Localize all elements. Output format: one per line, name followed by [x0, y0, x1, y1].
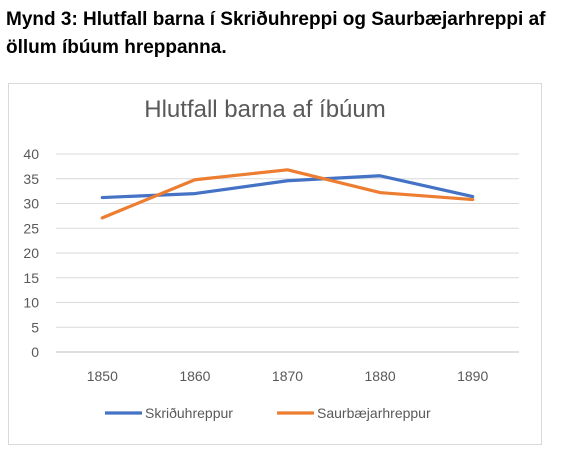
- y-tick-label: 25: [23, 220, 39, 236]
- y-tick-label: 15: [23, 270, 39, 286]
- y-tick-label: 40: [23, 146, 39, 162]
- x-tick-label: 1880: [365, 368, 396, 384]
- series-line-0: [100, 174, 475, 200]
- line-chart: Hlutfall barna af íbúum 0 5 10 15 20 25 30 35 40…: [23, 96, 519, 421]
- legend-label: Skriðuhreppur: [145, 405, 233, 421]
- y-tick-label: 0: [31, 344, 39, 360]
- figure-caption: Mynd 3: Hlutfall barna í Skriðuhreppi og…: [6, 9, 546, 58]
- chart-container: Hlutfall barna af íbúum 0 5 10 15 20 25 30 35 40…: [8, 83, 542, 445]
- y-tick-label: 35: [23, 171, 39, 187]
- legend: Skriðuhreppur Saurbæjarhreppur: [105, 405, 431, 421]
- y-tick-label: 30: [23, 196, 39, 212]
- y-tick-label: 10: [23, 295, 39, 311]
- legend-label: Saurbæjarhreppur: [317, 405, 431, 421]
- y-tick-label: 20: [23, 245, 39, 261]
- series-lines: [100, 168, 475, 220]
- chart-title: Hlutfall barna af íbúum: [144, 96, 385, 123]
- x-tick-label: 1890: [457, 368, 488, 384]
- y-tick-label: 5: [31, 319, 39, 335]
- gridlines: [56, 153, 519, 353]
- x-tick-label: 1860: [179, 368, 210, 384]
- x-tick-label: 1850: [87, 368, 118, 384]
- x-tick-label: 1870: [272, 368, 303, 384]
- y-axis-ticks: 0 5 10 15 20 25 30 35 40: [23, 146, 39, 360]
- series-line-1: [100, 168, 475, 220]
- x-axis-ticks: 1850 1860 1870 1880 1890: [87, 368, 489, 384]
